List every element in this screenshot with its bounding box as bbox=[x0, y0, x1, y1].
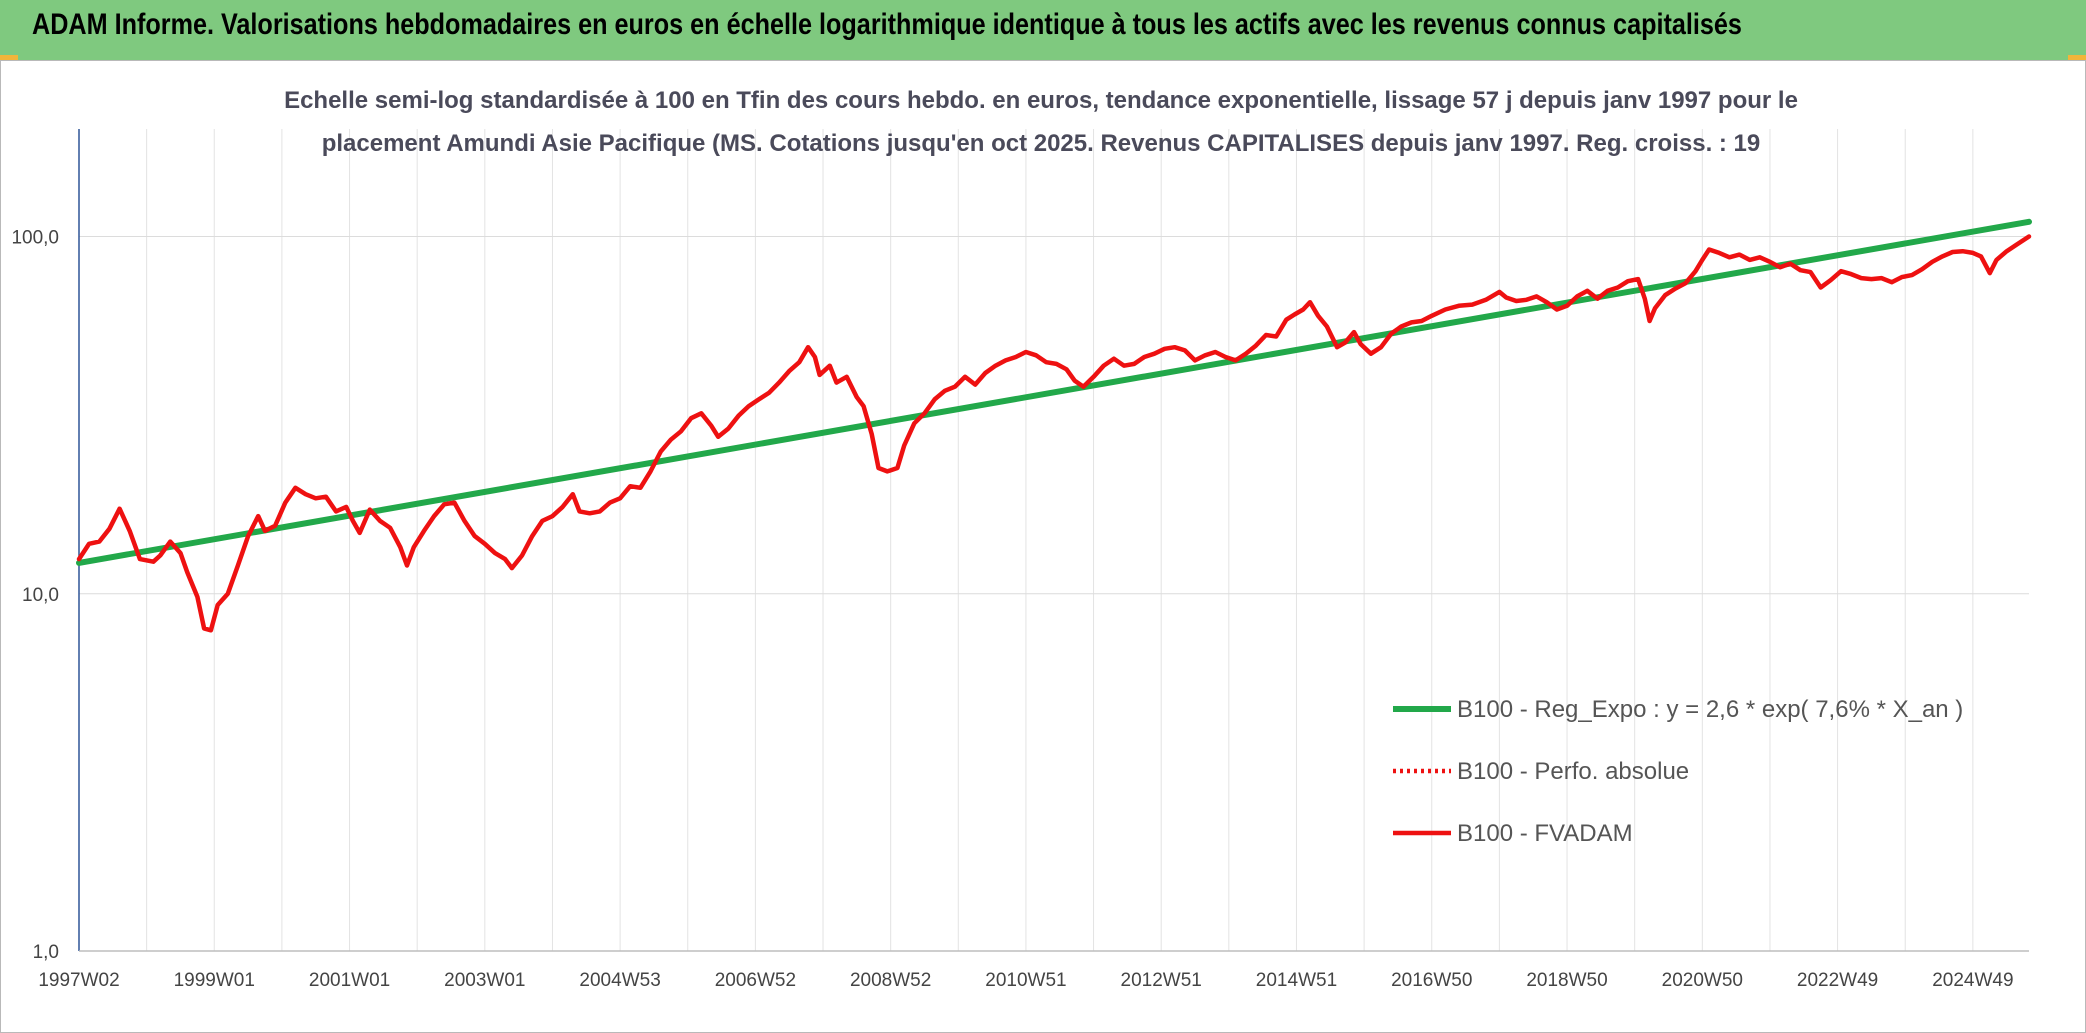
x-tick-label: 2020W50 bbox=[1662, 970, 1743, 991]
y-tick-label: 10,0 bbox=[22, 585, 59, 606]
y-tick-label: 1,0 bbox=[33, 942, 59, 963]
y-tick-label: 100,0 bbox=[11, 228, 59, 249]
header-banner: ADAM Informe. Valorisations hebdomadaire… bbox=[0, 0, 2086, 60]
x-tick-label: 1997W02 bbox=[38, 970, 119, 991]
chart-title-line-2: placement Amundi Asie Pacifique (MS. Cot… bbox=[322, 130, 1761, 157]
x-tick-label: 2004W53 bbox=[579, 970, 660, 991]
trend-line-reg-expo bbox=[76, 218, 2032, 566]
log-line-chart: Echelle semi-log standardisée à 100 en T… bbox=[11, 87, 2032, 991]
grid-lines bbox=[78, 129, 2029, 952]
x-tick-label: 2001W01 bbox=[309, 970, 390, 991]
legend-label: B100 - Reg_Expo : y = 2,6 * exp( 7,6% * … bbox=[1457, 696, 1963, 723]
legend: B100 - Reg_Expo : y = 2,6 * exp( 7,6% * … bbox=[1393, 696, 1963, 847]
chart-area: Echelle semi-log standardisée à 100 en T… bbox=[0, 60, 2086, 1033]
x-tick-label: 2024W49 bbox=[1932, 970, 2013, 991]
line-fvadam bbox=[76, 234, 2032, 633]
x-tick-label: 2010W51 bbox=[985, 970, 1066, 991]
axes: 1,0 10,0 100,0 1997W02 1999W01 2001W01 2003W01… bbox=[11, 129, 2029, 991]
x-tick-label: 1999W01 bbox=[174, 970, 255, 991]
x-tick-label: 2012W51 bbox=[1121, 970, 1202, 991]
x-tick-label: 2003W01 bbox=[444, 970, 525, 991]
x-tick-label: 2008W52 bbox=[850, 970, 931, 991]
x-tick-label: 2016W50 bbox=[1391, 970, 1472, 991]
legend-label: B100 - FVADAM bbox=[1457, 820, 1633, 847]
x-tick-label: 2022W49 bbox=[1797, 970, 1878, 991]
x-tick-label: 2014W51 bbox=[1256, 970, 1337, 991]
x-tick-label: 2006W52 bbox=[715, 970, 796, 991]
series bbox=[76, 218, 2032, 633]
legend-label: B100 - Perfo. absolue bbox=[1457, 758, 1689, 785]
x-tick-label: 2018W50 bbox=[1526, 970, 1607, 991]
chart-title-line-1: Echelle semi-log standardisée à 100 en T… bbox=[284, 87, 1798, 114]
page-title: ADAM Informe. Valorisations hebdomadaire… bbox=[32, 8, 1742, 41]
